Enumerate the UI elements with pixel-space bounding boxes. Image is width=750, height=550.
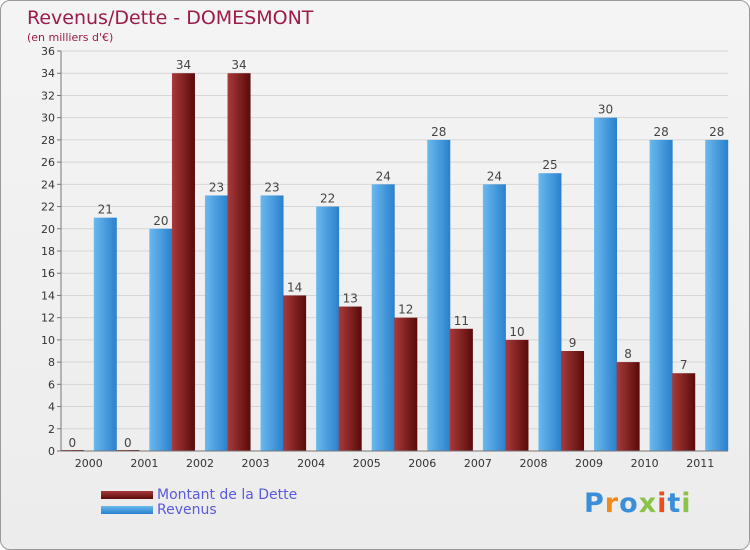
logo-letter: x [638,488,658,519]
y-tick-label: 36 [41,45,55,58]
y-tick-label: 10 [41,334,55,347]
debt-value-label-2011: 7 [680,358,688,372]
revenue-bar-2009 [594,117,618,452]
debt-bar-2005 [338,306,362,451]
revenue-bar-2001 [149,228,173,451]
debt-bar-2002 [171,73,195,451]
revenue-bar-2008 [538,173,562,451]
legend-label-debt: Montant de la Dette [157,487,298,503]
debt-bar-2010 [616,362,640,451]
revenue-value-label-2002: 23 [209,180,224,194]
y-tick-label: 12 [41,312,55,325]
x-tick-label: 2006 [408,457,436,470]
x-tick-label: 2004 [297,457,325,470]
logo-letter: t [667,488,682,519]
revenue-value-label-2010: 28 [653,125,668,139]
revenue-bar-2003 [260,195,284,451]
y-tick-label: 24 [41,178,55,191]
y-tick-label: 22 [41,201,55,214]
debt-value-label-2003: 34 [231,58,246,72]
x-tick-label: 2003 [242,457,270,470]
revenue-value-label-2008: 25 [542,158,557,172]
revenue-value-label-2001: 20 [153,214,168,228]
logo-letter: P [584,488,605,519]
chart-title: Revenus/Dette - DOMESMONT [27,7,314,29]
bars: 0 21 0 20 34 23 34 23 14 22 13 24 12 28 11 24 10 25 9 30 8 28… [60,58,729,452]
y-tick-label: 26 [41,156,55,169]
legend-label-revenue: Revenus [157,502,217,518]
revenue-value-label-2003: 23 [264,180,279,194]
y-tick-label: 14 [41,289,55,302]
x-tick-label: 2001 [130,457,158,470]
debt-value-label-2004: 14 [287,280,302,294]
revenue-value-label-2000: 21 [98,203,113,217]
legend-swatch-debt [101,491,153,499]
debt-bar-2007 [449,328,473,451]
revenue-value-label-2005: 24 [376,169,391,183]
debt-value-label-2002: 34 [176,58,191,72]
x-axis: 2000 2001 2002 2003 2004 2005 2006 2007 2008 2009… [61,450,728,470]
revenue-bar-2004 [316,206,340,451]
y-tick-label: 20 [41,223,55,236]
revenue-value-label-2006: 28 [431,125,446,139]
logo-letter: r [604,488,620,519]
proxiti-logo: Proxiti [584,488,692,519]
revenue-bar-2011 [705,139,729,451]
legend-swatch-revenue [101,506,153,514]
revenue-bar-2000 [93,217,117,451]
y-tick-label: 0 [48,445,55,458]
debt-bar-2003 [227,73,251,451]
y-tick-label: 30 [41,112,55,125]
x-tick-label: 2011 [686,457,714,470]
x-tick-label: 2007 [464,457,492,470]
y-tick-label: 16 [41,267,55,280]
revenue-value-label-2009: 30 [598,103,613,117]
debt-bar-2006 [394,317,418,451]
revenue-value-label-2011: 28 [709,125,724,139]
revenue-bar-2006 [427,139,451,451]
revenue-bar-2002 [204,195,228,451]
revenue-value-label-2007: 24 [487,169,502,183]
revenue-value-label-2004: 22 [320,192,335,206]
debt-bar-2004 [283,295,307,451]
revenue-bar-2007 [482,184,506,452]
revenue-bar-2005 [371,184,395,452]
y-tick-label: 34 [41,67,55,80]
x-tick-label: 2002 [186,457,214,470]
logo-letter: i [681,488,692,519]
debt-bar-2008 [505,339,529,451]
debt-value-label-2005: 13 [343,292,358,306]
debt-bar-2011 [672,373,696,451]
x-tick-label: 2010 [631,457,659,470]
logo-letter: o [619,488,639,519]
y-tick-label: 32 [41,89,55,102]
y-tick-label: 18 [41,245,55,258]
debt-value-label-2008: 10 [509,325,524,339]
debt-value-label-2009: 9 [569,336,577,350]
logo-letter: i [657,488,668,519]
debt-value-label-2006: 12 [398,303,413,317]
x-tick-label: 2005 [353,457,381,470]
x-tick-label: 2009 [575,457,603,470]
y-tick-label: 4 [48,401,55,414]
debt-value-label-2010: 8 [624,347,632,361]
debt-value-label-2000: 0 [68,436,76,450]
debt-value-label-2001: 0 [124,436,132,450]
y-tick-label: 28 [41,134,55,147]
y-tick-label: 8 [48,356,55,369]
y-tick-label: 6 [48,378,55,391]
revenue-bar-2010 [649,139,673,451]
x-tick-label: 2008 [519,457,547,470]
debt-bar-2009 [561,351,585,451]
x-tick-label: 2000 [75,457,103,470]
y-tick-label: 2 [48,423,55,436]
debt-value-label-2007: 11 [454,314,469,328]
chart-subtitle: (en milliers d'€) [27,31,114,44]
